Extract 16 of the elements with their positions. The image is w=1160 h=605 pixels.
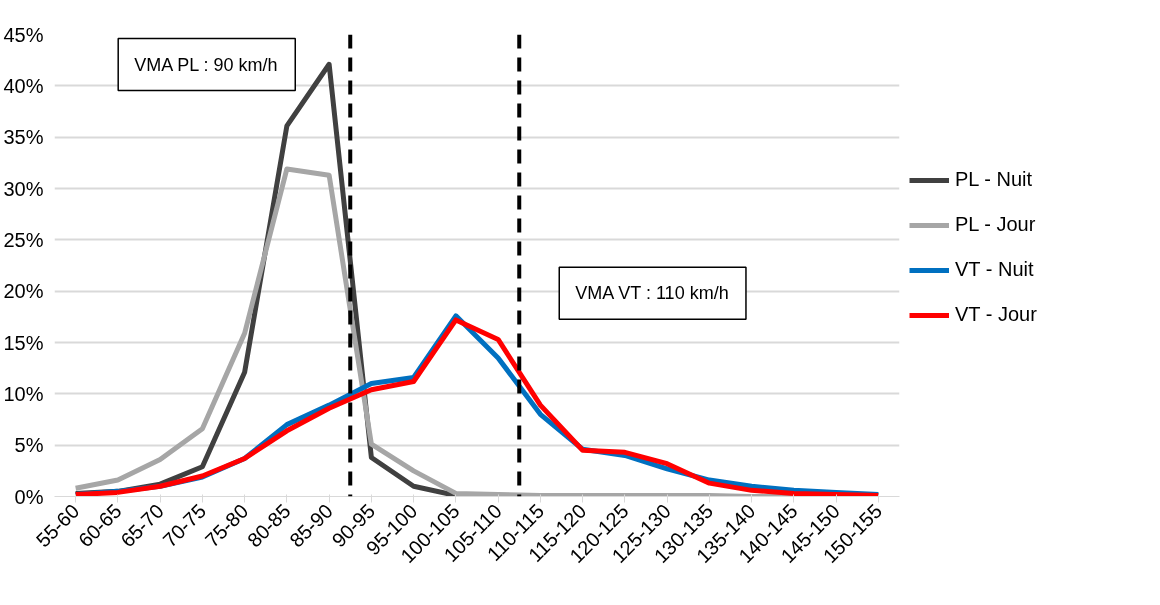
y-tick-label: 35%: [3, 126, 44, 149]
y-tick-label: 15%: [3, 331, 44, 354]
annotation: VMA PL : 90 km/h: [134, 54, 278, 75]
y-tick-label: 25%: [3, 228, 44, 251]
y-tick-label: 5%: [14, 434, 44, 457]
legend-label: VT - Jour: [955, 303, 1037, 326]
annotation: VMA VT : 110 km/h: [575, 283, 729, 304]
y-tick-label: 20%: [3, 280, 44, 303]
y-tick-label: 45%: [3, 23, 44, 46]
legend-label: PL - Jour: [955, 213, 1036, 236]
y-tick-label: 30%: [3, 177, 44, 200]
y-tick-label: 10%: [3, 382, 44, 405]
legend-label: VT - Nuit: [955, 258, 1034, 281]
legend-label: PL - Nuit: [955, 168, 1033, 191]
y-tick-label: 40%: [3, 74, 44, 97]
y-tick-label: 0%: [14, 485, 44, 508]
